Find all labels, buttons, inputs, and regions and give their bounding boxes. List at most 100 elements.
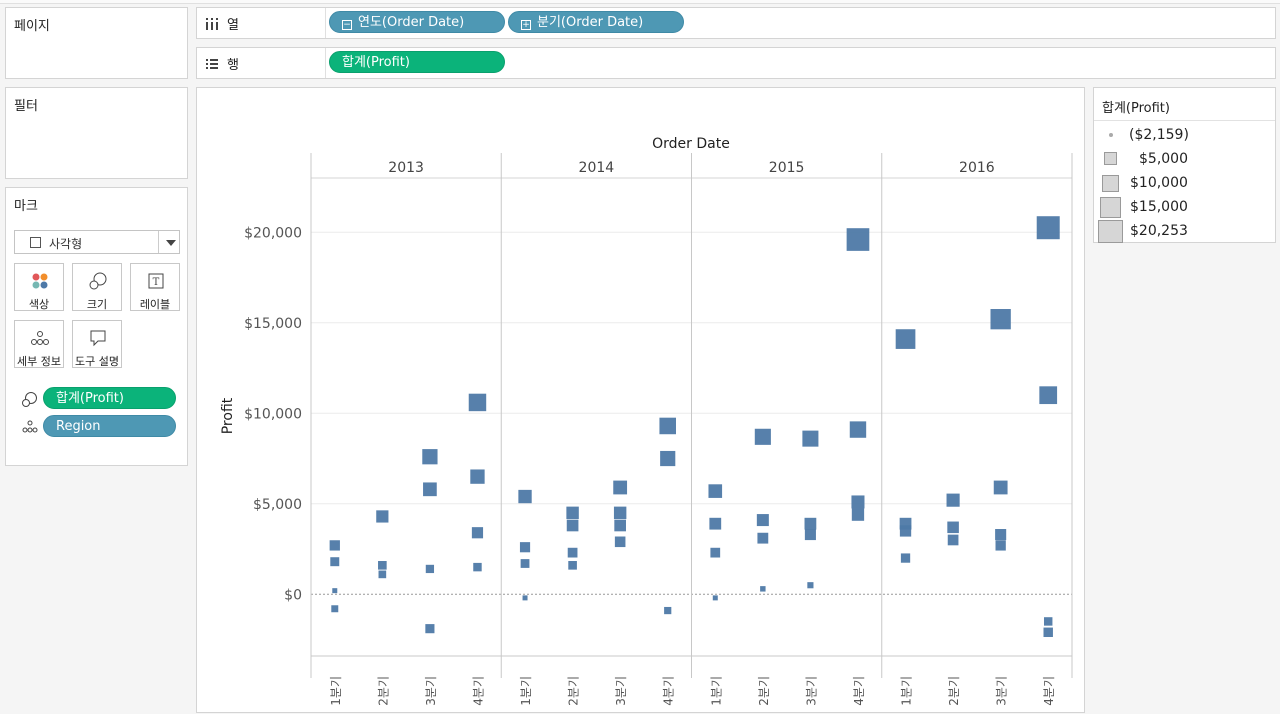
chart-title: Order Date <box>652 136 730 152</box>
marks-title: 마크 <box>14 199 38 214</box>
marks-card: 마크 사각형 색상 크기 T 레이블 세부 정보 <box>5 187 188 466</box>
data-mark <box>1043 617 1053 626</box>
columns-icon <box>206 18 218 30</box>
legend-item-label: $15,000 <box>1130 199 1188 215</box>
profit-rows-pill[interactable]: 합계(Profit) <box>329 51 505 73</box>
toolbar-strip <box>0 0 1280 4</box>
data-mark <box>613 480 628 495</box>
quarter-tick-label: 4분기 <box>471 676 485 706</box>
data-mark <box>851 508 865 521</box>
data-mark <box>760 586 766 592</box>
quarter-tick-label: 2분기 <box>947 676 961 706</box>
color-button-label: 색상 <box>28 298 50 311</box>
data-mark <box>425 624 435 634</box>
data-mark <box>900 553 911 563</box>
tooltip-button-label: 도구 설명 <box>75 355 119 368</box>
data-mark <box>1039 386 1058 405</box>
size-button-label: 크기 <box>86 298 108 311</box>
data-mark <box>899 525 912 537</box>
chevron-down-icon <box>166 240 176 246</box>
data-mark <box>566 519 579 532</box>
data-mark <box>568 561 577 570</box>
quarter-order-date-pill[interactable]: + 분기(Order Date) <box>508 11 684 33</box>
columns-shelf[interactable]: 열 − 연도(Order Date) + 분기(Order Date) <box>196 7 1276 39</box>
mark-type-dropdown[interactable]: 사각형 <box>14 230 180 254</box>
color-button[interactable]: 색상 <box>14 263 64 311</box>
data-mark <box>614 536 626 548</box>
size-icon <box>89 272 107 290</box>
detail-button[interactable]: 세부 정보 <box>14 320 64 368</box>
legend-title: 합계(Profit) <box>1102 101 1170 116</box>
data-mark <box>470 469 485 484</box>
quarter-tick-label: 3분기 <box>614 676 628 706</box>
detail-button-label: 세부 정보 <box>17 355 61 368</box>
data-mark <box>423 482 437 497</box>
legend-item[interactable]: $5,000 <box>1094 148 1274 172</box>
data-mark <box>425 564 435 574</box>
filters-shelf[interactable]: 필터 <box>5 87 188 179</box>
legend-item[interactable]: $20,253 <box>1094 220 1274 244</box>
mark-type-label: 사각형 <box>49 237 83 251</box>
data-mark <box>660 450 676 467</box>
quarter-tick-label: 2분기 <box>567 676 581 706</box>
data-mark <box>613 506 627 520</box>
data-mark <box>708 484 723 498</box>
collapse-icon: − <box>342 20 352 30</box>
data-mark <box>804 529 816 541</box>
data-mark <box>712 595 718 601</box>
data-mark <box>946 493 960 507</box>
data-mark <box>614 519 626 532</box>
legend-item[interactable]: $15,000 <box>1094 196 1274 220</box>
data-mark <box>567 547 578 558</box>
data-mark <box>757 532 769 544</box>
quarter-tick-label: 3분기 <box>995 676 1009 706</box>
data-mark <box>895 329 916 349</box>
data-mark <box>1043 627 1053 638</box>
columns-label: 열 <box>227 18 239 33</box>
data-mark <box>804 517 817 530</box>
profit-size-pill[interactable]: 합계(Profit) <box>43 387 176 409</box>
data-mark <box>659 417 676 435</box>
quarter-tick-label: 1분기 <box>329 676 343 706</box>
tooltip-button[interactable]: 도구 설명 <box>72 320 122 368</box>
year-order-date-pill[interactable]: − 연도(Order Date) <box>329 11 505 33</box>
rows-shelf[interactable]: 행 합계(Profit) <box>196 47 1276 79</box>
data-mark <box>330 557 340 567</box>
pages-label: 페이지 <box>14 19 50 34</box>
data-mark <box>995 529 1007 541</box>
year-header-label: 2016 <box>959 160 995 176</box>
legend-item-label: $10,000 <box>1130 175 1188 191</box>
quarter-tick-label: 2분기 <box>757 676 771 706</box>
rows-label: 행 <box>227 58 239 73</box>
label-button[interactable]: T 레이블 <box>130 263 180 311</box>
y-tick-label: $15,000 <box>244 316 302 332</box>
data-mark <box>947 521 959 534</box>
data-mark <box>756 514 769 527</box>
y-tick-label: $0 <box>284 587 302 603</box>
size-icon <box>22 392 37 407</box>
shelf-divider <box>325 48 326 78</box>
data-mark <box>519 542 531 553</box>
y-tick-label: $10,000 <box>244 406 302 422</box>
quarter-tick-label: 1분기 <box>519 676 533 706</box>
data-mark <box>754 428 771 445</box>
data-mark <box>473 562 482 572</box>
legend-item[interactable]: $10,000 <box>1094 172 1274 196</box>
view-area: Order Date $0 $5,000 $10,000 $15,000 $20,000 P… <box>196 87 1085 713</box>
shelf-divider <box>325 8 326 38</box>
legend-item[interactable]: ($2,159) <box>1094 124 1274 148</box>
data-mark <box>947 534 959 546</box>
quarter-tick-label: 4분기 <box>852 676 866 706</box>
data-mark <box>378 570 387 579</box>
pages-shelf[interactable]: 페이지 <box>5 7 188 79</box>
legend-item-label: $20,253 <box>1130 223 1188 239</box>
data-mark <box>331 605 339 613</box>
data-mark <box>851 495 865 509</box>
year-header-label: 2014 <box>579 160 615 176</box>
data-mark <box>1036 216 1060 240</box>
size-button[interactable]: 크기 <box>72 263 122 311</box>
data-mark <box>995 540 1006 551</box>
region-detail-pill[interactable]: Region <box>43 415 176 437</box>
dropdown-divider <box>158 231 159 253</box>
data-mark <box>802 430 819 447</box>
